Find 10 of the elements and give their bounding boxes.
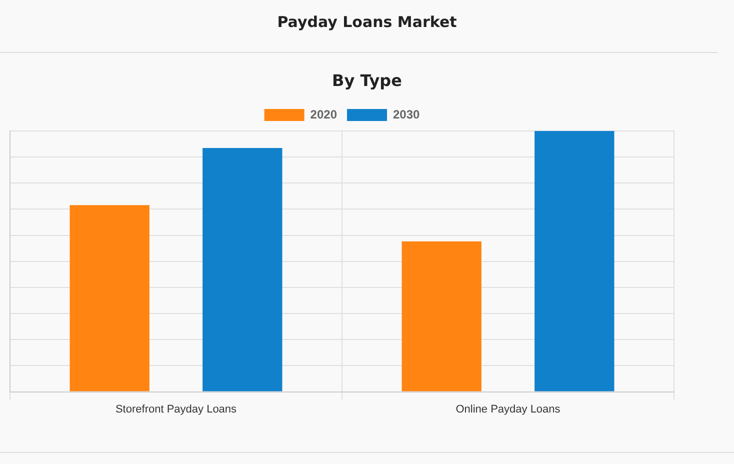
x-tick-label: Online Payday Loans: [456, 403, 561, 416]
bar: [402, 241, 482, 392]
bar: [202, 148, 282, 392]
bar: [534, 131, 614, 392]
legend-label: 2020: [310, 107, 338, 122]
legend-label: 2030: [393, 107, 420, 122]
chart-subtitle: By Type: [331, 70, 403, 92]
bar: [70, 205, 150, 392]
chart-title: Payday Loans Market: [276, 12, 458, 33]
x-tick-label: Storefront Payday Loans: [115, 403, 238, 416]
